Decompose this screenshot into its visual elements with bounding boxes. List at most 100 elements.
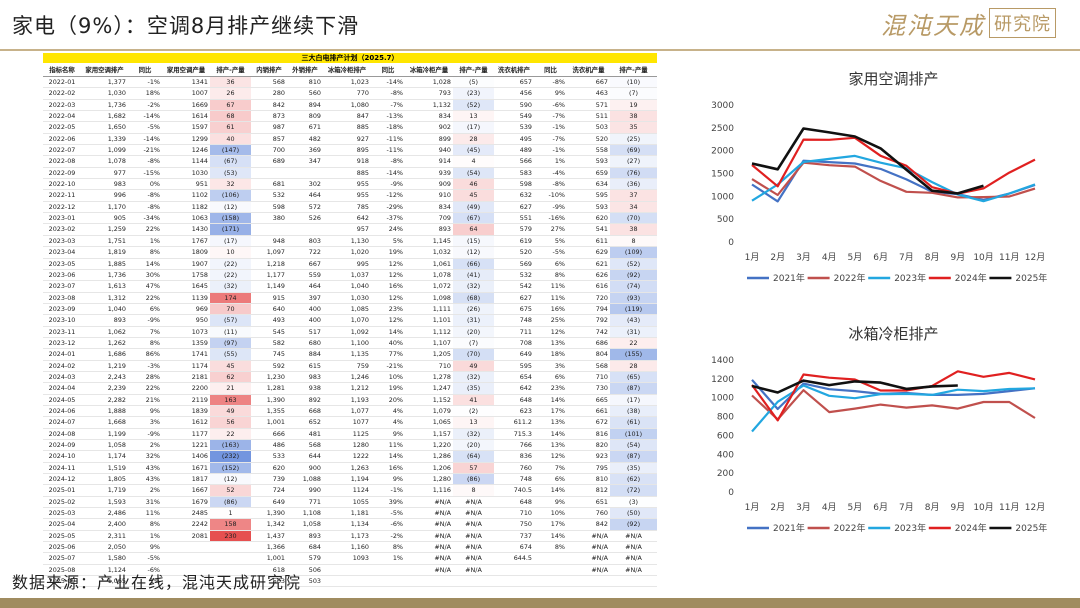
table-cell bbox=[323, 564, 371, 577]
table-cell: 2025-06 bbox=[43, 541, 81, 554]
table-cell: 2,239 bbox=[81, 382, 128, 395]
production-table: 三大白电排产计划（2025.7） 指标名称 家用空调排产 同比 家用空调产量 排产-产量… bbox=[43, 53, 657, 588]
legend-label: 2025年 bbox=[1015, 272, 1047, 284]
table-cell: (70) bbox=[453, 348, 494, 361]
table-cell: 1,098 bbox=[405, 292, 453, 304]
table-cell: 948 bbox=[251, 235, 287, 248]
y-tick-label: 600 bbox=[717, 431, 734, 441]
table-cell: 21% bbox=[128, 394, 162, 406]
table-cell: 14% bbox=[371, 450, 405, 463]
table-cell: 892 bbox=[287, 394, 323, 406]
table-row: 2023-02 1,259 22% 1430 (171) 957 24% 893 64 579 27… bbox=[43, 223, 657, 236]
table-cell: -5% bbox=[128, 121, 162, 134]
table-cell: (232) bbox=[210, 450, 251, 463]
table-cell: 1077 bbox=[323, 416, 371, 429]
table-cell: 1,132 bbox=[405, 99, 453, 112]
table-cell: 885 bbox=[323, 167, 371, 180]
table-cell: 2024-09 bbox=[43, 439, 81, 452]
table-cell: 1,751 bbox=[81, 235, 128, 248]
table-cell: 836 bbox=[494, 450, 534, 463]
logo-box-text: 研究院 bbox=[989, 8, 1056, 38]
table-cell: 730 bbox=[567, 382, 610, 395]
table-cell: 710 bbox=[494, 507, 534, 520]
table-cell: -1% bbox=[371, 484, 405, 497]
table-cell: (65) bbox=[610, 371, 657, 384]
table-cell: 629 bbox=[567, 246, 610, 259]
legend-label: 2023年 bbox=[894, 522, 926, 534]
table-cell: 927 bbox=[323, 133, 371, 146]
table-cell: 2024-10 bbox=[43, 450, 81, 463]
table-cell: 770 bbox=[323, 87, 371, 100]
ac-production-chart: 家用空调排产 0 500 1000 1500 2000 2500 3000 1月 2月 3月 4月 5月… bbox=[711, 70, 1047, 284]
table-cell bbox=[251, 223, 287, 236]
table-cell: 1,001 bbox=[251, 416, 287, 429]
table-cell: 503 bbox=[567, 121, 610, 134]
table-cell: 566 bbox=[494, 155, 534, 168]
table-cell: 1,366 bbox=[251, 541, 287, 554]
table-cell: 34 bbox=[610, 201, 657, 214]
table-row: 2022-01 1,377 -1% 1341 36 568 810 1,023 -14% 1,02… bbox=[43, 76, 657, 89]
table-cell: 667 bbox=[567, 76, 610, 89]
table-cell: 634 bbox=[567, 178, 610, 191]
table-cell: 6% bbox=[534, 258, 567, 270]
table-cell: 659 bbox=[567, 167, 610, 180]
legend-label: 2022年 bbox=[834, 272, 866, 284]
table-cell: -6% bbox=[534, 99, 567, 112]
table-cell: 2025-05 bbox=[43, 530, 81, 543]
table-cell: 14% bbox=[534, 428, 567, 441]
table-cell: 45 bbox=[210, 360, 251, 372]
series-line-5 bbox=[751, 379, 958, 394]
table-cell: 569 bbox=[494, 258, 534, 270]
table-cell: 8% bbox=[128, 518, 162, 531]
table-cell: 1182 bbox=[162, 201, 210, 214]
table-cell: 2022-09 bbox=[43, 167, 81, 180]
table-cell: 626 bbox=[567, 269, 610, 282]
table-cell: #N/A bbox=[405, 496, 453, 509]
table-cell: 834 bbox=[405, 110, 453, 123]
table-cell: 1030 bbox=[162, 167, 210, 180]
table-cell: 1,100 bbox=[323, 337, 371, 350]
table-cell bbox=[494, 575, 534, 588]
table-cell: #N/A bbox=[405, 518, 453, 531]
table-cell: 1,519 bbox=[81, 462, 128, 475]
table-cell: 280 bbox=[251, 87, 287, 100]
table-cell: -8% bbox=[371, 155, 405, 168]
table-cell: (66) bbox=[453, 258, 494, 270]
table-row: 2025-05 2,311 1% 2081 230 1,437 893 1,173 -2% #N/… bbox=[43, 530, 657, 543]
table-cell: 14% bbox=[534, 394, 567, 406]
table-cell: 526 bbox=[287, 212, 323, 225]
table-cell: -6% bbox=[371, 518, 405, 531]
table-cell: (87) bbox=[610, 450, 657, 463]
table-cell: (70) bbox=[610, 212, 657, 225]
table-cell: 1,040 bbox=[323, 280, 371, 293]
table-cell: 400 bbox=[287, 314, 323, 327]
table-cell: 2119 bbox=[162, 394, 210, 406]
table-cell: 1,097 bbox=[251, 246, 287, 259]
table-cell: 1,145 bbox=[405, 235, 453, 248]
table-cell: 1,124 bbox=[81, 564, 128, 577]
table-cell: 30% bbox=[128, 269, 162, 282]
table-cell: 12% bbox=[534, 326, 567, 338]
table-cell: 163 bbox=[210, 394, 251, 406]
table-cell: 579 bbox=[494, 223, 534, 236]
data-source: 数据来源：产业在线，混沌天成研究院 bbox=[12, 573, 302, 592]
table-cell: 10% bbox=[534, 507, 567, 520]
table-row: 2023-05 1,885 14% 1907 (22) 1,218 667 995 12% 1,0… bbox=[43, 258, 657, 270]
table-cell: 8% bbox=[534, 541, 567, 554]
table-cell: 2242 bbox=[162, 518, 210, 531]
table-cell: 1671 bbox=[162, 462, 210, 475]
table-cell: 1679 bbox=[162, 496, 210, 509]
table-row: 2023-12 1,262 8% 1359 (97) 582 680 1,100 40% 1,10… bbox=[43, 337, 657, 350]
table-cell: 1,174 bbox=[81, 450, 128, 463]
column-header: 洗衣机产量 bbox=[567, 63, 610, 77]
table-cell bbox=[567, 575, 610, 588]
table-cell: 742 bbox=[567, 326, 610, 338]
header-divider bbox=[0, 49, 1080, 51]
table-cell: 1,719 bbox=[81, 484, 128, 497]
table-cell: 642 bbox=[323, 212, 371, 225]
table-cell: 1,058 bbox=[81, 439, 128, 452]
table-cell: 10 bbox=[210, 246, 251, 259]
x-tick-label: 11月 bbox=[999, 252, 1019, 263]
table-cell: 1,070 bbox=[323, 314, 371, 327]
table-cell: 37 bbox=[610, 189, 657, 202]
